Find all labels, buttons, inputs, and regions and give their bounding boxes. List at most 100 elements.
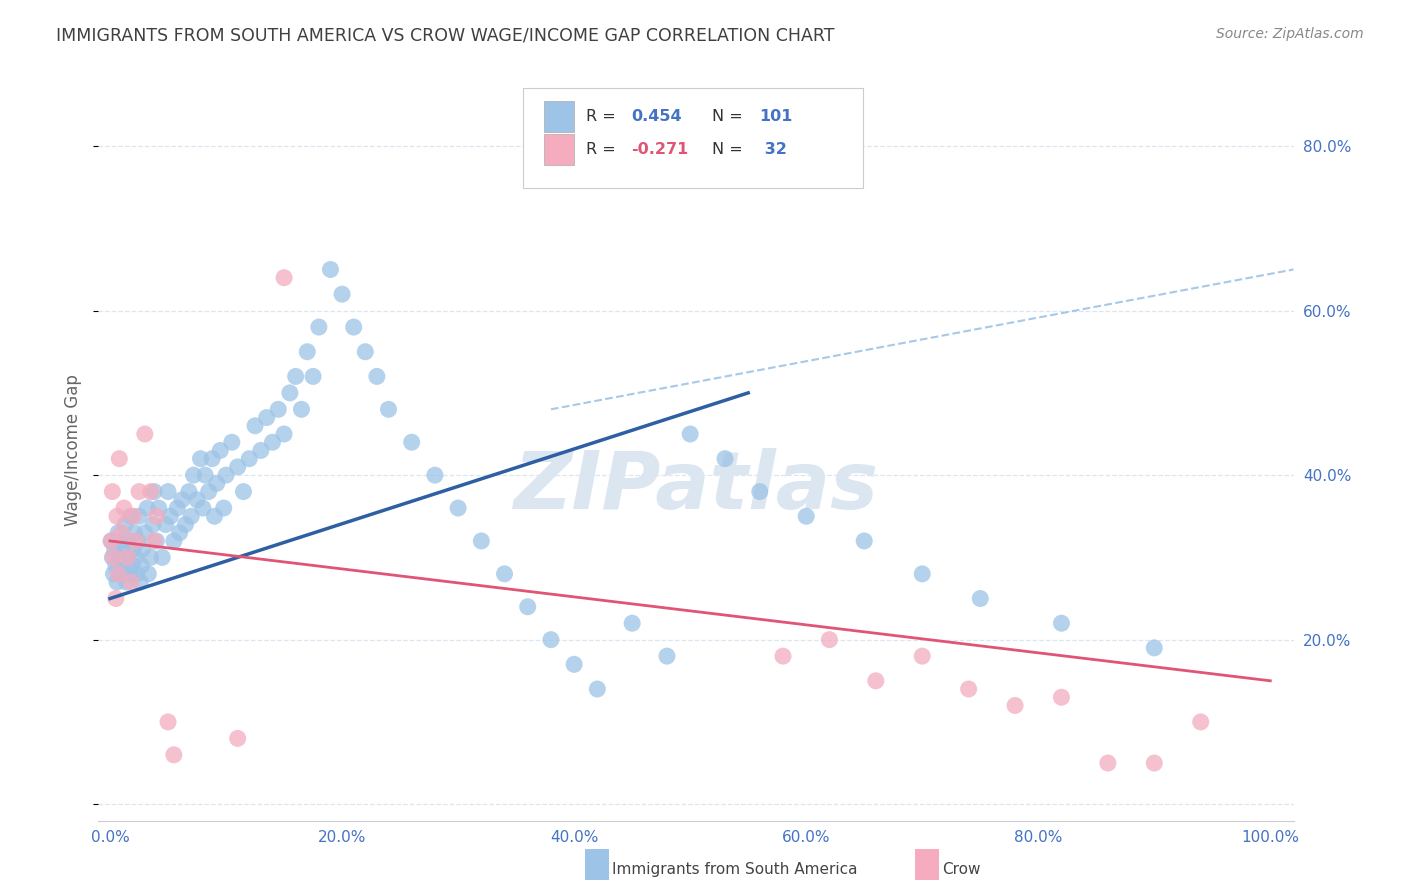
Point [139,484,162,499]
Point [221,435,243,450]
Point [330,287,353,301]
Point [104,558,127,573]
Point [354,344,377,359]
Point [1143,756,1166,770]
Point [772,649,794,664]
Point [957,681,980,696]
Point [343,320,366,334]
Point [112,558,135,573]
Point [191,501,214,516]
Point [131,542,153,557]
Point [284,369,307,384]
Point [105,575,128,590]
Point [134,427,156,442]
Point [186,492,208,507]
Point [134,525,156,540]
Point [128,509,150,524]
Text: -0.271: -0.271 [631,143,689,157]
Point [110,566,132,581]
Point [136,501,159,516]
Point [170,492,193,507]
Point [101,550,124,565]
Point [107,566,129,581]
Point [111,525,134,540]
Point [243,418,266,433]
Text: R =: R = [586,143,621,157]
Point [818,632,841,647]
Point [319,262,342,277]
Text: Source: ZipAtlas.com: Source: ZipAtlas.com [1216,27,1364,41]
Point [215,468,238,483]
Point [853,533,876,548]
Point [1050,690,1073,705]
Point [114,517,136,532]
Point [139,550,162,565]
Point [273,270,295,285]
Point [131,558,153,573]
Text: ZIPatlas: ZIPatlas [513,449,879,526]
Point [163,533,186,548]
Text: N =: N = [711,143,748,157]
Point [911,649,934,664]
Point [100,533,122,548]
Point [865,673,887,688]
Text: 0.454: 0.454 [631,109,682,124]
Text: R =: R = [586,109,621,124]
Point [163,747,186,762]
Point [145,533,167,548]
Point [494,566,516,581]
Point [125,566,148,581]
Point [103,566,125,581]
Text: N =: N = [711,109,748,124]
Point [194,468,217,483]
Point [586,681,609,696]
Point [232,484,254,499]
Point [308,320,330,334]
Point [111,533,134,548]
Point [157,484,180,499]
Point [124,550,146,565]
Point [226,459,249,474]
Text: Immigrants from South America: Immigrants from South America [612,863,858,877]
Point [302,369,325,384]
Point [714,451,737,466]
Point [1189,714,1212,729]
Point [1097,756,1119,770]
Point [128,484,150,499]
Point [256,410,278,425]
Point [142,517,165,532]
Point [1143,640,1166,655]
Point [470,533,492,548]
Point [794,509,817,524]
Point [117,550,139,565]
Point [104,591,127,606]
Point [108,550,131,565]
Point [112,501,135,516]
Text: 101: 101 [759,109,793,124]
Point [107,525,129,540]
Point [205,476,228,491]
Y-axis label: Wage/Income Gap: Wage/Income Gap [65,375,83,526]
Point [129,575,152,590]
Point [159,509,181,524]
Point [262,435,284,450]
Point [117,550,139,565]
Point [401,435,423,450]
Point [180,509,202,524]
Point [121,558,143,573]
Point [423,468,446,483]
Point [562,657,585,672]
Point [155,517,177,532]
Point [120,509,142,524]
Point [166,501,188,516]
Point [226,731,249,746]
Point [290,402,312,417]
Point [969,591,991,606]
Point [366,369,388,384]
Point [177,484,200,499]
Point [157,714,180,729]
Point [267,402,290,417]
Point [748,484,770,499]
Point [447,501,470,516]
Point [143,484,166,499]
